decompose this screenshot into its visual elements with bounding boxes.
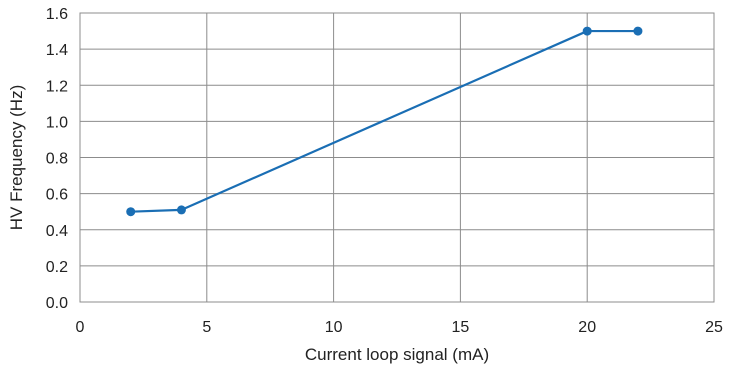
y-axis-ticks: 0.0 0.2 0.4 0.6 0.8 1.0 1.2 1.4 1.6 [46, 6, 68, 312]
x-tick-label: 0 [76, 319, 85, 336]
plot-frame [79, 12, 715, 303]
x-axis-title: Current loop signal (mA) [305, 345, 489, 364]
series-line [130, 29, 638, 213]
x-tick-label: 10 [325, 319, 343, 336]
y-tick-label: 1.0 [46, 114, 68, 131]
data-point [633, 26, 643, 36]
y-tick-label: 1.2 [46, 78, 68, 95]
y-tick-label: 0.8 [46, 151, 68, 168]
y-tick-label: 1.6 [46, 6, 68, 23]
x-axis-ticks: 0 5 10 15 20 25 [76, 319, 723, 336]
grid [79, 12, 715, 303]
y-tick-label: 0.6 [46, 187, 68, 204]
series-layer [126, 26, 643, 217]
y-tick-label: 0.2 [46, 259, 68, 276]
x-tick-label: 20 [578, 319, 596, 336]
y-tick-label: 0.4 [46, 223, 68, 240]
data-point [582, 26, 592, 36]
y-tick-label: 1.4 [46, 42, 68, 59]
x-tick-label: 25 [705, 319, 723, 336]
x-tick-label: 15 [452, 319, 470, 336]
data-point [126, 207, 136, 217]
data-point [176, 205, 186, 215]
x-tick-label: 5 [202, 319, 211, 336]
y-axis-title: HV Frequency (Hz) [7, 85, 26, 230]
y-tick-label: 0.0 [46, 295, 68, 312]
